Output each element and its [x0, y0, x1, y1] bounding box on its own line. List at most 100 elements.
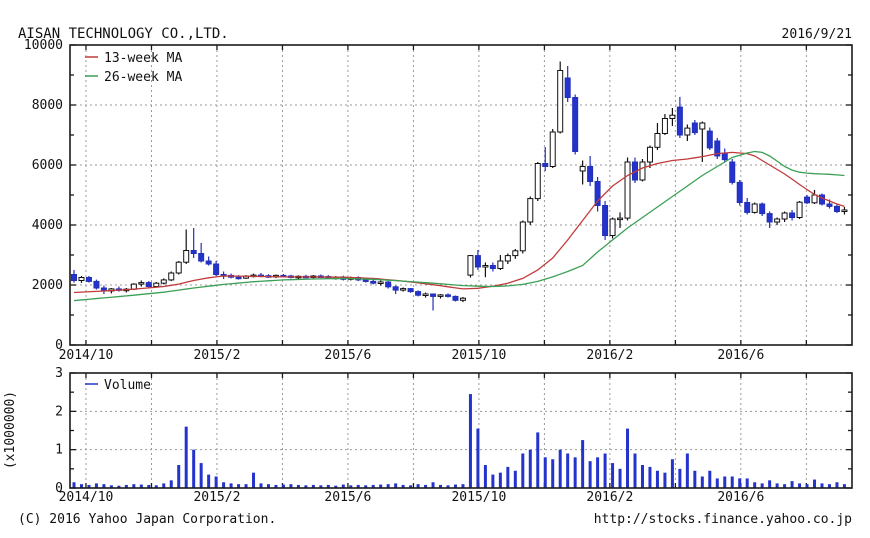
x-tick-label: 2015/2	[193, 490, 240, 505]
volume-bar-week-21	[229, 483, 233, 488]
candle-body-week-0	[71, 274, 77, 281]
volume-bar-week-6	[117, 485, 121, 488]
candle-body-week-94	[774, 218, 781, 223]
candle-body-week-44	[400, 288, 407, 291]
y-tick-label: 4000	[32, 218, 63, 233]
candle-body-week-86	[714, 140, 721, 157]
x-tick-label: 2015/10	[451, 490, 506, 505]
x-tick-label: 2015/2	[193, 348, 240, 363]
price-legend: 13-week MA 26-week MA	[85, 51, 182, 85]
volume-bar-week-76	[640, 465, 644, 488]
volume-bar-week-2	[87, 484, 91, 488]
volume-bar-week-99	[813, 479, 817, 488]
volume-bar-week-38	[356, 484, 360, 488]
candle-body-week-74	[624, 161, 631, 219]
volume-bar-week-86	[715, 478, 719, 488]
volume-bar-week-91	[753, 482, 757, 488]
volume-bar-week-41	[379, 484, 383, 488]
y-tick-label: 0	[55, 338, 63, 353]
candle-body-week-68	[579, 166, 586, 172]
y-tick-label: 1	[55, 443, 63, 458]
volume-bar-week-82	[685, 453, 689, 488]
candle-body-week-50	[445, 294, 451, 297]
volume-bar-week-56	[491, 474, 495, 488]
source-url-link[interactable]: http://stocks.finance.yahoo.co.jp	[594, 512, 852, 527]
candle-body-week-99	[811, 194, 818, 204]
candle-body-week-93	[766, 213, 773, 223]
candle-body-week-73	[617, 217, 624, 221]
x-tick-label: 2014/10	[59, 348, 114, 363]
volume-bar-week-12	[162, 483, 166, 488]
volume-bar-week-78	[655, 470, 659, 488]
copyright-text: (C) 2016 Yahoo Japan Corporation.	[18, 512, 276, 527]
candle-body-week-10	[145, 282, 152, 288]
volume-bar-week-32	[311, 484, 315, 488]
volume-bar-week-31	[304, 485, 308, 488]
candle-body-week-81	[676, 106, 683, 136]
volume-bar-week-58	[506, 466, 510, 488]
volume-bar-week-59	[513, 470, 517, 488]
candle-body-week-96	[789, 212, 796, 218]
candle-body-week-85	[706, 130, 713, 149]
candle-body-week-57	[497, 260, 504, 269]
volume-bar-week-74	[626, 428, 630, 488]
volume-bar-week-10	[147, 484, 151, 488]
volume-bar-week-95	[783, 484, 787, 488]
volume-bar-week-66	[566, 453, 570, 488]
chart-date: 2016/9/21	[782, 27, 852, 42]
volume-bar-week-43	[394, 483, 398, 488]
candle-body-week-87	[721, 152, 728, 161]
volume-bar-week-47	[424, 484, 428, 488]
volume-bar-week-88	[730, 476, 734, 488]
candle-body-week-71	[602, 205, 609, 236]
candle-body-week-103	[841, 209, 848, 212]
volume-bar-week-92	[760, 483, 764, 488]
candle-body-week-58	[504, 255, 511, 262]
candle-body-week-84	[699, 122, 706, 130]
candle-body-week-49	[437, 294, 444, 297]
volume-bar-week-39	[364, 485, 368, 488]
volume-bar-week-51	[453, 484, 457, 488]
candle-body-week-15	[183, 250, 190, 263]
volume-bar-week-79	[663, 472, 667, 488]
candle-body-week-18	[205, 260, 212, 265]
volume-bar-week-87	[723, 476, 727, 488]
volume-bar-week-52	[461, 484, 465, 488]
volume-bar-week-4	[102, 484, 106, 488]
legend-label-volume: Volume	[104, 378, 151, 393]
candle-body-week-90	[744, 202, 751, 213]
volume-bar-week-15	[184, 426, 188, 488]
volume-bar-week-44	[401, 484, 405, 488]
y-tick-label: 8000	[32, 98, 63, 113]
candle-body-week-62	[534, 163, 541, 200]
candle-body-week-66	[564, 77, 571, 98]
volume-bar-week-69	[588, 461, 592, 488]
candle-body-week-91	[751, 203, 758, 213]
candle-body-week-14	[175, 261, 182, 274]
candle-body-week-41	[377, 281, 384, 284]
x-tick-label: 2015/6	[324, 490, 371, 505]
volume-bar-week-34	[326, 484, 330, 488]
volume-bar-week-75	[633, 453, 637, 488]
volume-bar-week-30	[296, 484, 300, 488]
x-tick-label: 2016/2	[586, 490, 633, 505]
candle-body-week-11	[153, 282, 160, 288]
volume-bar-week-23	[244, 484, 248, 488]
volume-bar-week-55	[483, 465, 487, 488]
volume-bar-week-98	[805, 484, 809, 488]
candle-body-week-45	[407, 288, 414, 293]
candle-body-week-72	[609, 218, 616, 236]
volume-bar-week-61	[528, 449, 532, 488]
candle-body-week-47	[422, 293, 429, 296]
volume-bar-week-71	[603, 453, 607, 488]
volume-bar-week-5	[109, 485, 113, 488]
volume-bar-week-102	[835, 482, 839, 488]
volume-bar-week-97	[798, 483, 802, 488]
candle-body-week-16	[190, 250, 197, 254]
candle-body-week-3	[93, 280, 100, 289]
price-plot-frame	[69, 44, 853, 346]
volume-bar-week-28	[281, 484, 285, 488]
volume-bar-week-18	[207, 474, 211, 488]
candle-body-week-78	[654, 133, 661, 148]
